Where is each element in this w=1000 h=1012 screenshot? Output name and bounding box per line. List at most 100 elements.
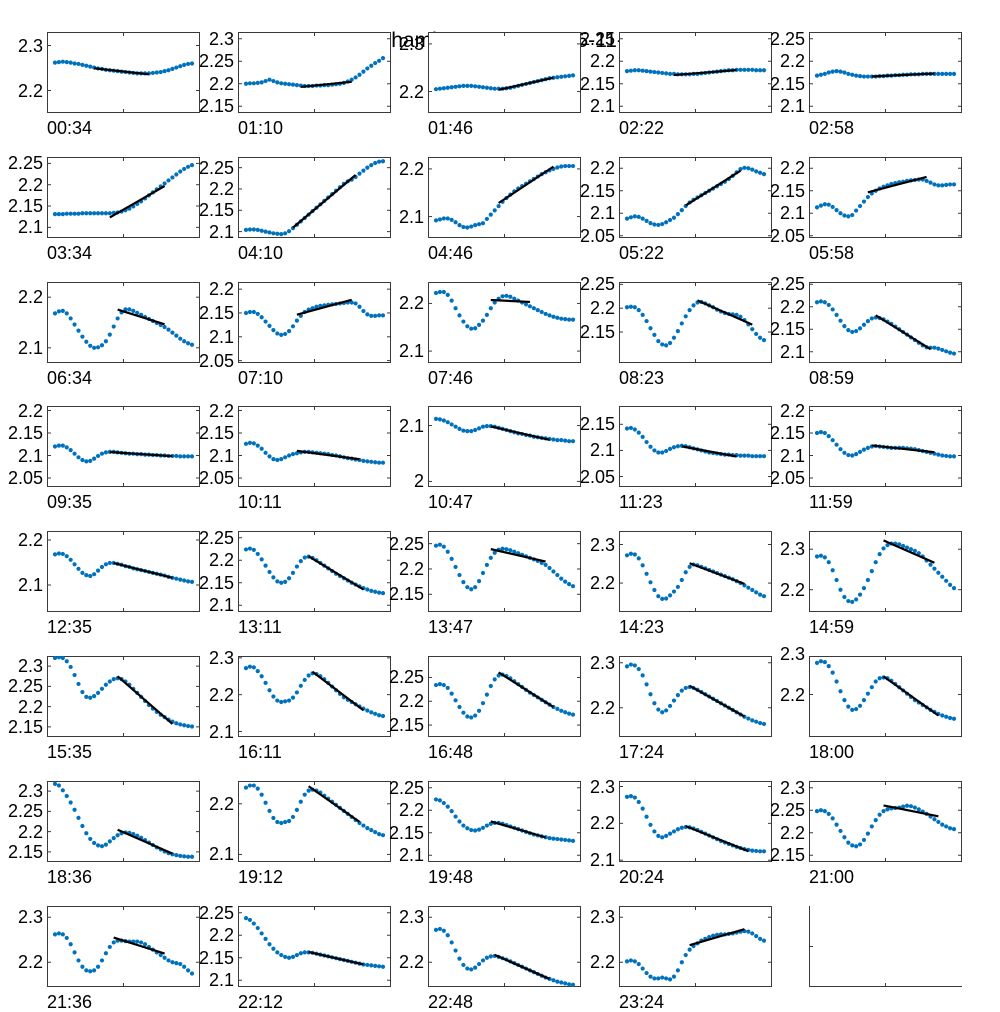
data-point — [259, 674, 264, 679]
data-point — [822, 809, 827, 814]
data-point — [68, 557, 73, 562]
data-point — [624, 794, 630, 799]
data-point — [671, 698, 677, 703]
data-point — [940, 71, 945, 76]
data-point — [869, 685, 874, 690]
y-tick-label: 2.15 — [7, 423, 43, 443]
y-tick-label: 2.1 — [779, 96, 805, 117]
linear-fit-line — [311, 670, 365, 712]
panel-time-label: 08:59 — [809, 368, 855, 388]
data-point — [103, 562, 108, 567]
data-point — [830, 816, 835, 821]
data-series-ch4 — [624, 662, 767, 727]
data-point — [453, 564, 458, 570]
data-point — [480, 318, 486, 323]
data-point — [286, 818, 292, 824]
data-series-ch4 — [52, 551, 195, 584]
data-point — [947, 582, 953, 587]
y-tick-label: 2.15 — [7, 841, 43, 862]
y-tick-label: 2.2 — [779, 296, 805, 317]
data-point — [286, 453, 292, 458]
data-point — [174, 961, 179, 966]
y-tick-label: 2.05 — [7, 468, 43, 488]
data-point — [76, 328, 81, 333]
data-point — [527, 304, 533, 309]
data-point — [127, 307, 132, 312]
data-point — [185, 579, 191, 584]
data-point — [563, 710, 568, 715]
data-point — [449, 85, 454, 90]
data-point — [255, 311, 260, 317]
y-axis-tick-labels: 2.2 2.3 — [573, 654, 615, 737]
plot-panel: 2.1 2.2 19:12 — [209, 781, 391, 886]
data-point — [267, 569, 272, 575]
data-point — [283, 231, 288, 236]
panel-time-label: 19:12 — [238, 867, 284, 887]
y-tick-label: 2.1 — [589, 96, 615, 117]
y-tick-label: 2.1 — [17, 337, 43, 358]
data-point — [652, 69, 657, 75]
data-point — [279, 232, 284, 237]
y-tick-label: 2.3 — [17, 781, 43, 802]
data-point — [570, 712, 576, 717]
data-point — [84, 459, 89, 464]
plot-panel: 2.05 2.1 2.15 2.2 07:10 — [199, 280, 391, 387]
data-point — [850, 843, 855, 848]
data-point — [940, 453, 945, 458]
data-point — [84, 968, 89, 973]
data-point — [369, 710, 374, 715]
data-series-ch4 — [433, 542, 576, 592]
axes-box — [428, 656, 581, 737]
linear-fit-line — [117, 828, 173, 855]
data-series-ch4 — [624, 165, 767, 228]
data-point — [99, 958, 105, 963]
data-point — [64, 445, 69, 450]
y-tick-label: 2.2 — [17, 821, 43, 842]
data-point — [628, 304, 634, 309]
plot-area — [47, 781, 200, 862]
data-point — [640, 673, 645, 678]
y-tick-label: 2.2 — [398, 691, 424, 712]
data-point — [247, 440, 253, 445]
data-series-ch4 — [814, 803, 957, 849]
data-point — [465, 429, 470, 434]
data-point — [484, 955, 489, 960]
y-tick-label: 2.15 — [198, 200, 234, 221]
data-point — [624, 69, 630, 74]
data-point — [286, 576, 292, 581]
data-point — [290, 82, 296, 87]
y-axis-tick-labels: 2.1 2.15 2.2 2.25 — [573, 30, 615, 117]
data-point — [243, 81, 249, 86]
plot-area — [238, 906, 391, 987]
data-point — [757, 592, 763, 597]
data-point — [259, 931, 264, 936]
y-tick-label: 2.2 — [589, 158, 615, 179]
plot-panel: 2.05 2.1 2.15 2.2 09:35 — [8, 402, 200, 511]
data-point — [484, 216, 489, 222]
data-point — [476, 961, 482, 967]
linear-fit-line — [883, 539, 935, 564]
data-point — [555, 836, 560, 842]
data-point — [243, 441, 249, 446]
y-tick-label: 2.2 — [589, 298, 615, 319]
linear-fit-line — [300, 80, 352, 89]
data-point — [469, 587, 474, 592]
data-point — [908, 547, 914, 552]
data-point — [660, 596, 665, 601]
data-point — [901, 543, 906, 549]
data-point — [555, 572, 560, 578]
data-point — [947, 454, 953, 459]
data-point — [441, 928, 446, 933]
data-point — [492, 677, 497, 682]
data-point — [369, 588, 374, 593]
data-point — [951, 454, 957, 459]
data-point — [314, 304, 319, 309]
linear-fit-line — [117, 308, 165, 326]
y-tick-label: 2.1 — [17, 217, 43, 238]
linear-fit-line — [689, 562, 745, 585]
data-point — [433, 797, 439, 802]
y-tick-label: 2.25 — [388, 533, 424, 554]
data-point — [174, 576, 179, 581]
linear-fit-line — [490, 425, 550, 441]
data-point — [178, 454, 183, 459]
